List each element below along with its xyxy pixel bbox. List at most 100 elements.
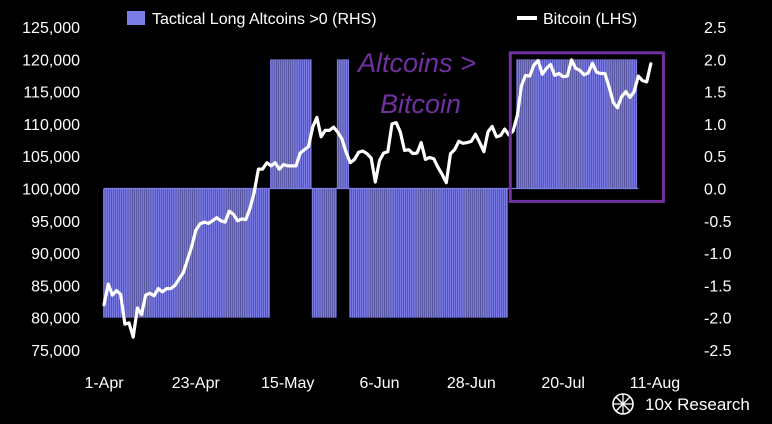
altcoin-bar-0-58: [224, 188, 226, 318]
altcoin-bar-4-44: [441, 188, 444, 318]
altcoin-bar-0-16: [136, 188, 139, 318]
legend: Tactical Long Altcoins >0 (RHS) Bitcoin …: [127, 11, 637, 28]
altcoin-bar-5-15: [547, 59, 550, 189]
bitcoin-line-layer: [102, 58, 653, 339]
altcoin-bar-0-35: [176, 188, 178, 318]
altcoin-bar-5-14: [545, 59, 548, 189]
altcoin-bar-0-21: [146, 188, 149, 318]
y-left-tick-label: 100,000: [22, 182, 80, 199]
altcoin-bar-2-3: [318, 188, 320, 318]
altcoin-bar-0-50: [207, 188, 210, 318]
altcoin-bar-4-66: [487, 188, 489, 318]
altcoin-bar-0-23: [151, 188, 153, 318]
altcoin-bar-4-55: [464, 188, 466, 318]
altcoin-bar-4-46: [445, 188, 448, 318]
altcoin-bar-4-18: [386, 188, 389, 318]
altcoin-bar-4-20: [391, 188, 393, 318]
altcoin-bar-1-1: [272, 59, 274, 189]
altcoin-bar-2-7: [326, 188, 329, 318]
altcoin-bar-4-35: [422, 188, 425, 318]
altcoin-bar-0-13: [130, 188, 133, 318]
altcoin-bar-5-22: [562, 59, 565, 189]
altcoin-bar-0-10: [123, 188, 126, 318]
altcoin-bar-3-4: [345, 59, 348, 189]
y-right-tick-label: -1.5: [704, 278, 732, 295]
altcoin-bar-0-3: [109, 188, 112, 318]
altcoin-bar-0-14: [132, 188, 135, 318]
altcoin-bar-0-69: [247, 188, 249, 318]
y-left-tick-label: 110,000: [23, 117, 80, 134]
altcoin-bar-5-27: [572, 59, 575, 189]
altcoin-bar-4-68: [491, 188, 494, 318]
y-right-tick-label: 1.0: [704, 117, 726, 134]
altcoin-bar-0-60: [228, 188, 231, 318]
altcoin-bar-5-16: [549, 59, 552, 189]
altcoin-bar-2-0: [311, 188, 314, 318]
altcoin-bar-4-11: [372, 188, 375, 318]
y-right-tick-label: -2.5: [704, 343, 732, 360]
altcoin-bar-4-70: [495, 188, 498, 318]
altcoin-bar-0-52: [211, 188, 214, 318]
altcoin-bar-4-21: [393, 188, 396, 318]
altcoin-bar-5-26: [570, 59, 573, 189]
altcoin-bar-4-63: [480, 188, 483, 318]
legend-label-bitcoin: Bitcoin (LHS): [543, 11, 637, 28]
altcoin-bar-0-66: [240, 188, 243, 318]
altcoin-bar-4-59: [472, 188, 475, 318]
altcoin-bar-1-5: [280, 59, 283, 189]
altcoin-bar-5-9: [535, 59, 537, 189]
altcoin-bar-5-47: [614, 59, 617, 189]
altcoin-bar-0-46: [199, 188, 201, 318]
altcoin-bar-4-74: [503, 188, 506, 318]
altcoin-bar-1-14: [299, 59, 302, 189]
altcoin-bar-5-57: [635, 59, 638, 189]
altcoin-bar-5-18: [553, 59, 556, 189]
y-left-tick-label: 85,000: [31, 278, 80, 295]
altcoin-bar-0-9: [121, 188, 124, 318]
altcoin-bar-5-53: [626, 59, 629, 189]
altcoin-bar-0-55: [217, 188, 220, 318]
altcoin-bar-5-20: [558, 59, 560, 189]
altcoins-bars-layer: [103, 59, 638, 318]
altcoin-bar-1-6: [282, 59, 285, 189]
altcoin-bar-0-4: [111, 188, 114, 318]
altcoin-bar-2-6: [324, 188, 327, 318]
altcoin-bar-4-64: [482, 188, 485, 318]
x-tick-label: 11-Aug: [630, 375, 680, 392]
altcoin-bar-4-36: [424, 188, 427, 318]
altcoin-bar-3-3: [343, 59, 345, 189]
altcoin-bar-0-17: [138, 188, 141, 318]
altcoin-bar-0-11: [126, 188, 128, 318]
altcoin-bar-0-53: [213, 188, 216, 318]
altcoin-bar-5-24: [566, 59, 569, 189]
altcoin-bar-4-62: [478, 188, 481, 318]
altcoin-bar-0-74: [257, 188, 260, 318]
altcoin-bar-4-14: [378, 188, 381, 318]
altcoin-bar-5-41: [601, 59, 604, 189]
altcoin-bar-0-43: [192, 188, 195, 318]
altcoin-bar-5-43: [606, 59, 608, 189]
altcoin-bar-4-75: [505, 188, 508, 318]
altcoin-bar-4-9: [368, 188, 370, 318]
y-right-tick-label: 0.5: [704, 149, 726, 166]
altcoin-bar-0-76: [261, 188, 264, 318]
altcoin-bar-4-71: [497, 188, 500, 318]
altcoin-bar-0-18: [140, 188, 143, 318]
altcoin-bar-4-19: [389, 188, 391, 318]
altcoin-bar-5-5: [526, 59, 529, 189]
altcoin-bar-1-15: [301, 59, 304, 189]
altcoin-bar-5-46: [612, 59, 615, 189]
altcoin-bar-4-3: [355, 188, 358, 318]
altcoin-bar-4-27: [405, 188, 408, 318]
altcoin-bar-4-58: [470, 188, 473, 318]
altcoin-bar-5-38: [595, 59, 598, 189]
y-right-tick-label: 2.0: [704, 52, 726, 69]
x-tick-label: 6-Jun: [359, 375, 399, 392]
altcoin-bar-0-28: [161, 188, 164, 318]
altcoin-bar-1-0: [270, 59, 272, 189]
altcoin-bar-4-7: [363, 188, 366, 318]
altcoin-bar-0-59: [226, 188, 229, 318]
brand-logo: 10x Research: [612, 393, 750, 415]
altcoin-bar-4-45: [443, 188, 446, 318]
altcoin-bar-4-47: [447, 188, 450, 318]
